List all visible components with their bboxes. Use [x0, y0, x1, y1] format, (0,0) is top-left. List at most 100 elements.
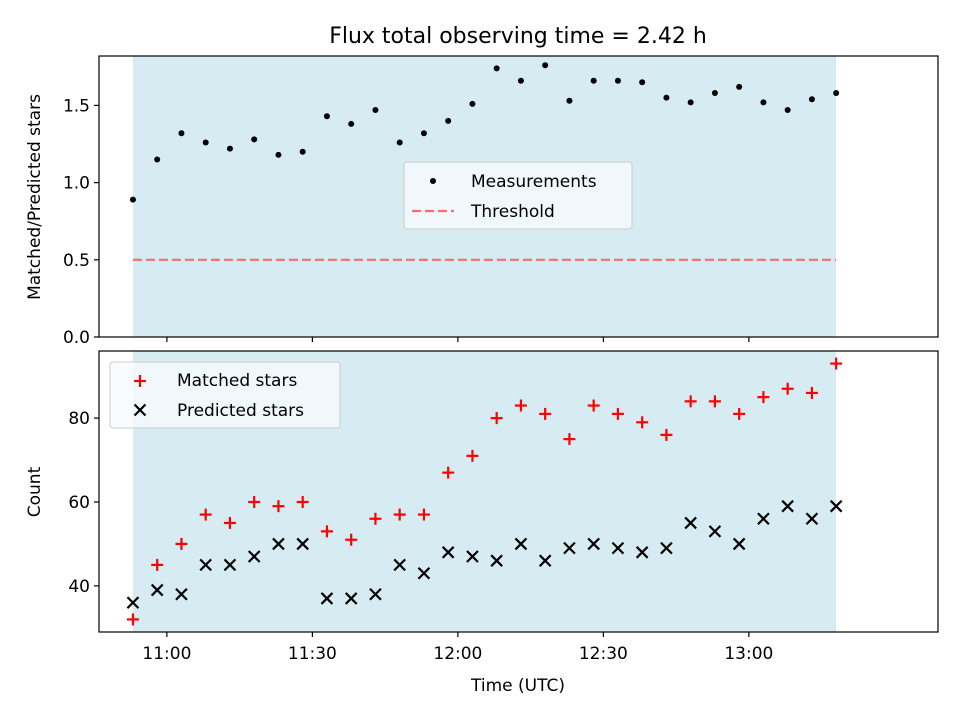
x-axis-label: Time (UTC)	[470, 676, 565, 696]
predicted-marker-b	[223, 558, 237, 572]
predicted-marker-b	[369, 587, 382, 601]
predicted-star-point	[781, 499, 794, 513]
predicted-marker-b	[732, 537, 746, 551]
predicted-star-point	[150, 583, 164, 597]
measurement-point	[154, 156, 161, 163]
measurement-point	[542, 62, 549, 69]
measurement-point	[687, 99, 694, 106]
predicted-star-point	[757, 512, 770, 526]
matched-star-point	[660, 428, 673, 441]
matched-star-point	[490, 412, 503, 425]
matched-star-point	[781, 382, 794, 395]
measurement-point	[760, 99, 767, 106]
legend-predicted-marker	[133, 403, 147, 417]
legend-predicted-label: Predicted stars	[177, 401, 304, 421]
matched-star-point	[393, 508, 406, 521]
matched-star-point	[733, 407, 746, 420]
y-tick-label: 60	[68, 493, 90, 513]
matched-star-point	[151, 558, 164, 571]
y-tick-label: 1.5	[63, 96, 90, 116]
legend-measurement-marker	[430, 178, 436, 184]
matched-star-point	[514, 399, 527, 412]
bottom-subplot: 40 60 80 11:00 11:30 12:00 12:30 13:00 Matched s…	[68, 350, 939, 664]
predicted-marker-b	[829, 499, 843, 513]
predicted-marker-b	[417, 567, 431, 580]
predicted-marker-b	[344, 592, 358, 605]
predicted-marker-b	[490, 554, 503, 567]
x-tick-label: 12:00	[433, 644, 482, 664]
measurement-point	[178, 130, 185, 137]
legend-matched-marker	[134, 375, 146, 387]
legend-matched-label: Matched stars	[177, 371, 297, 391]
predicted-star-point	[732, 537, 746, 551]
measurement-point	[299, 148, 306, 155]
predicted-star-point	[563, 541, 576, 555]
predicted-marker-b	[514, 537, 528, 551]
y-tick-label: 80	[68, 409, 90, 429]
top-plot-frame	[98, 55, 939, 338]
predicted-star-point	[635, 546, 649, 559]
measurement-point	[275, 151, 282, 158]
predicted-marker-b	[175, 587, 188, 601]
y-tick-label: 40	[68, 577, 90, 597]
predicted-star-point	[587, 537, 600, 551]
measurement-point	[833, 90, 840, 97]
x-tick-label: 11:00	[142, 644, 191, 664]
matched-star-point	[757, 391, 770, 404]
measurement-point	[396, 139, 403, 146]
predicted-marker-b	[126, 596, 140, 609]
predicted-star-point	[708, 525, 722, 538]
matched-star-point	[442, 466, 455, 479]
predicted-star-point	[320, 592, 334, 605]
measurement-point	[663, 94, 670, 101]
measurement-point	[251, 136, 258, 143]
y-tick-label: 0.5	[63, 251, 90, 271]
predicted-marker-b	[296, 537, 309, 551]
predicted-star-point	[490, 554, 503, 567]
measurement-point	[372, 107, 379, 114]
predicted-star-point	[466, 550, 479, 563]
predicted-star-point	[296, 537, 309, 551]
predicted-star-point	[223, 558, 237, 572]
measurement-point	[711, 90, 718, 97]
measurement-point	[445, 117, 452, 124]
predicted-marker-b	[441, 546, 455, 559]
predicted-star-point	[369, 587, 382, 601]
measurement-point	[736, 83, 743, 90]
predicted-marker-b	[199, 558, 212, 572]
measurement-point	[493, 65, 500, 72]
predicted-marker-b	[393, 558, 406, 572]
predicted-marker-b	[466, 550, 479, 563]
measurement-point	[590, 77, 597, 84]
top-subplot: 0.0 0.5 1.0 1.5 Measurements Threshold	[63, 55, 939, 348]
bottom-legend-box	[109, 361, 341, 429]
measurement-point	[420, 130, 427, 137]
matched-star-point	[611, 407, 624, 420]
legend-measurements-label: Measurements	[471, 172, 597, 192]
predicted-star-point	[611, 541, 625, 555]
predicted-star-point	[344, 592, 358, 605]
matched-star-point	[805, 386, 818, 399]
matched-star-point	[708, 395, 721, 408]
measurement-point	[202, 139, 209, 146]
predicted-marker-b	[781, 499, 794, 513]
predicted-marker-b	[684, 516, 697, 530]
predicted-marker-b	[708, 525, 722, 538]
legend-threshold-label: Threshold	[470, 202, 555, 222]
matched-star-point	[539, 407, 552, 420]
matched-star-point	[587, 399, 600, 412]
measurement-point	[566, 97, 573, 104]
bottom-plot-frame	[98, 350, 939, 633]
predicted-star-point	[272, 537, 285, 551]
x-tick-label: 12:30	[579, 644, 628, 664]
predicted-star-point	[393, 558, 406, 572]
predicted-marker-b	[150, 583, 164, 597]
matched-star-point	[320, 525, 333, 538]
legend-predicted-b	[133, 403, 147, 417]
predicted-marker-b	[563, 541, 576, 555]
predicted-star-point	[829, 499, 843, 513]
measurement-point	[226, 145, 233, 152]
matched-star-point	[345, 533, 358, 546]
predicted-marker-b	[538, 554, 552, 567]
